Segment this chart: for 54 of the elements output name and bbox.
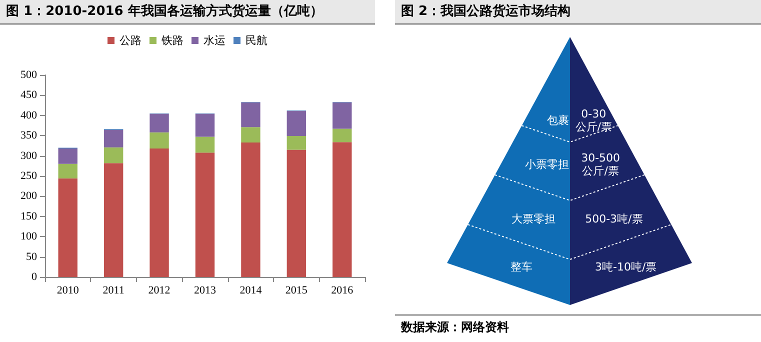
bar — [58, 178, 78, 277]
category-label: 大票零担 — [512, 212, 556, 226]
text: 图 2：我国公路货运市场结构 — [401, 3, 571, 19]
bar — [58, 148, 78, 164]
bar — [332, 128, 352, 142]
legend-label: 民航 — [246, 34, 268, 47]
bar — [332, 102, 352, 129]
bar — [241, 102, 260, 128]
bar — [104, 163, 124, 277]
bar — [104, 130, 124, 148]
bar — [58, 164, 78, 178]
y-tick-label: 350 — [20, 130, 38, 142]
legend-label: 水运 — [204, 34, 226, 47]
category-label: 小票零担 — [525, 158, 570, 172]
category-label: 0-30 公斤/票 — [575, 108, 612, 134]
x-tick-label: 2013 — [194, 284, 216, 296]
x-tick-label: 2011 — [102, 284, 124, 296]
category-label: 3吨-10吨/票 — [594, 260, 657, 274]
bar — [104, 147, 124, 164]
legend-label: 公路 — [120, 34, 142, 47]
y-tick-label: 50 — [26, 250, 38, 263]
bar — [195, 136, 215, 153]
x-tick-label: 2015 — [285, 284, 308, 296]
chart-title: 图 1：2010-2016 年我国各运输方式货运量（亿吨） — [6, 3, 323, 19]
bar — [195, 114, 215, 137]
bar — [241, 142, 260, 277]
y-tick-label: 300 — [20, 150, 38, 162]
x-tick-label: 2012 — [148, 284, 170, 296]
y-tick-label: 150 — [20, 210, 38, 222]
x-tick-label: 2014 — [240, 284, 262, 296]
y-tick-label: 0 — [32, 271, 38, 283]
y-tick-label: 500 — [20, 69, 38, 81]
category-label: 500-3吨/票 — [585, 212, 643, 226]
category-label: 包裹 — [547, 114, 570, 128]
y-tick-label: 400 — [20, 109, 38, 122]
bar — [150, 114, 169, 132]
bar — [286, 150, 306, 277]
bar — [286, 110, 306, 136]
category-label: 整车 — [510, 260, 533, 274]
x-tick-label: 2010 — [56, 284, 80, 296]
y-tick-label: 100 — [20, 230, 38, 243]
y-tick-label: 250 — [20, 170, 38, 182]
y-tick-label: 200 — [20, 190, 38, 202]
x-tick-label: 2016 — [331, 284, 354, 296]
source-note: 数据来源：网络资料 — [400, 320, 509, 334]
bar — [241, 127, 260, 142]
bar — [286, 136, 306, 150]
y-tick-label: 450 — [20, 89, 38, 102]
bar — [150, 148, 169, 277]
bar — [150, 132, 169, 149]
legend-label: 铁路 — [160, 34, 184, 47]
bar — [195, 152, 215, 277]
bar — [332, 142, 352, 277]
category-label: 30-500 公斤/票 — [581, 152, 620, 178]
